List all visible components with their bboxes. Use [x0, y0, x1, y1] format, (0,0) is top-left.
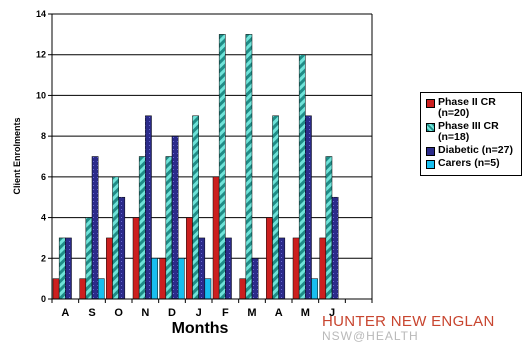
y-tick-label: 6 — [41, 172, 46, 182]
legend-swatch-diabetic — [426, 147, 435, 156]
x-tick-label: O — [114, 307, 123, 319]
bar-1-6 — [186, 217, 193, 300]
x-tick-label: J — [196, 307, 202, 319]
logo-line-2: NSW@HEALTH — [322, 329, 419, 343]
bar-3-2 — [91, 156, 99, 300]
bar-3-11 — [331, 196, 339, 300]
y-tick-label: 14 — [36, 9, 46, 19]
legend-item-phase-ii: Phase II CR (n=20) — [426, 97, 518, 119]
bar-2-4 — [138, 156, 146, 300]
x-tick-label: D — [168, 307, 176, 319]
bar-1-3 — [106, 237, 113, 300]
bar-1-9 — [266, 217, 273, 300]
x-axis-title: Months — [172, 320, 229, 337]
bar-2-11 — [325, 156, 333, 300]
x-tick-label: F — [222, 307, 229, 319]
bar-2-3 — [112, 176, 119, 300]
legend-swatch-phase-ii — [426, 99, 435, 108]
x-tick-label: A — [275, 307, 283, 319]
logo: HUNTER NEW ENGLAN NSW@HEALTH — [322, 313, 495, 343]
bar-1-2 — [79, 278, 87, 300]
bar-4-2 — [97, 278, 105, 300]
bar-4-10 — [311, 278, 318, 300]
bar-2-5 — [165, 156, 173, 300]
bar-2-8 — [245, 34, 253, 300]
bar-2-2 — [85, 217, 93, 300]
bar-1-5 — [159, 258, 167, 300]
bar-3-4 — [145, 115, 152, 300]
legend-label-phase-iii: Phase III CR (n=18) — [438, 120, 499, 143]
bar-1-11 — [319, 237, 327, 300]
bar-3-8 — [251, 258, 259, 300]
legend: Phase II CR (n=20) Phase III CR (n=18) D… — [420, 92, 522, 176]
bar-3-10 — [305, 115, 312, 300]
x-tick-label: S — [88, 307, 95, 319]
legend-label-carers: Carers (n=5) — [438, 157, 500, 169]
y-tick-label: 8 — [41, 131, 46, 141]
legend-item-diabetic: Diabetic (n=27) — [426, 145, 518, 156]
legend-item-carers: Carers (n=5) — [426, 158, 518, 169]
bar-2-7 — [218, 34, 226, 300]
axes-layer: 0 2 4 6 8 10 12 14 A S O N D J F M A M J — [36, 9, 373, 319]
bar-1-1 — [52, 278, 60, 300]
legend-swatch-phase-iii — [426, 123, 435, 132]
x-tick-label: J — [329, 307, 335, 319]
y-tick-label: 12 — [36, 50, 46, 60]
y-tick-label: 0 — [41, 294, 46, 304]
y-tick-label: 10 — [36, 90, 46, 100]
bar-4-6 — [204, 278, 212, 300]
y-tick-label: 2 — [41, 253, 46, 263]
bar-2-6 — [192, 115, 199, 300]
legend-label-phase-ii: Phase II CR (n=20) — [438, 96, 496, 119]
x-tick-label: N — [141, 307, 149, 319]
bar-3-9 — [278, 237, 286, 300]
bar-3-6 — [198, 237, 206, 300]
bar-2-10 — [298, 54, 306, 300]
bar-1-7 — [212, 176, 220, 300]
bar-3-5 — [171, 135, 179, 300]
x-tick-label: A — [61, 307, 69, 319]
legend-item-phase-iii: Phase III CR (n=18) — [426, 121, 518, 143]
y-axis-title: Client Enrolments — [12, 117, 22, 194]
bar-3-3 — [118, 196, 126, 300]
legend-swatch-carers — [426, 160, 435, 169]
bar-3-7 — [225, 237, 232, 300]
bar-1-8 — [239, 278, 247, 300]
bar-4-5 — [177, 258, 185, 300]
bar-2-9 — [272, 115, 279, 300]
grid-layer — [52, 13, 372, 259]
bar-2-1 — [58, 237, 66, 300]
legend-label-diabetic: Diabetic (n=27) — [438, 144, 513, 156]
bar-3-1 — [65, 237, 72, 300]
logo-line-1: HUNTER NEW ENGLAN — [322, 313, 495, 330]
bar-1-4 — [132, 217, 140, 300]
bars-layer — [52, 34, 339, 300]
bar-1-10 — [292, 237, 300, 300]
x-tick-label: M — [247, 307, 256, 319]
y-tick-label: 4 — [41, 213, 46, 223]
bar-4-4 — [151, 258, 158, 300]
x-tick-label: M — [301, 307, 310, 319]
